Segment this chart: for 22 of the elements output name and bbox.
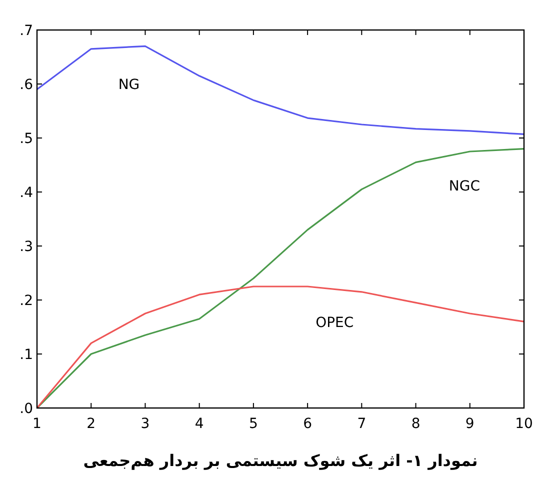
y-tick-label: .5 (20, 131, 33, 147)
x-tick-label: 3 (140, 416, 150, 432)
x-tick-label: 4 (194, 416, 204, 432)
y-tick-label: .0 (20, 401, 33, 417)
x-tick-label: 1 (32, 416, 42, 432)
text: NG (118, 77, 140, 94)
x-tick-label: 2 (86, 416, 96, 432)
series-label: OPEC (316, 315, 354, 332)
x-tick-label: 8 (411, 416, 420, 432)
y-tick-label: .7 (20, 23, 33, 39)
y-tick-label: .3 (20, 239, 33, 255)
y-tick-label: .1 (20, 347, 33, 363)
y-tick-label: .6 (20, 77, 34, 93)
y-tick-label: .4 (20, 185, 34, 201)
x-tick-label: 9 (465, 416, 474, 432)
text: نمودار ۱- اثر یک شوک سیستمی بر بردار هم‌جمعی (83, 451, 478, 470)
x-tick-label: 10 (515, 416, 533, 432)
series-label: NGC (448, 178, 480, 195)
x-tick-label: 6 (303, 416, 312, 432)
y-tick-label: .2 (20, 293, 33, 309)
x-tick-label: 5 (248, 416, 258, 432)
x-tick-label: 7 (357, 416, 366, 432)
